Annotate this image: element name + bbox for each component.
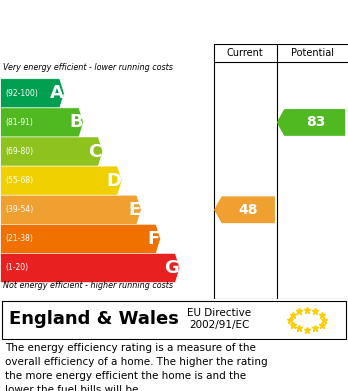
Text: A: A (49, 84, 63, 102)
Polygon shape (214, 196, 275, 223)
Polygon shape (1, 195, 141, 224)
Text: (39-54): (39-54) (5, 205, 33, 214)
Text: (69-80): (69-80) (5, 147, 33, 156)
Polygon shape (1, 79, 64, 108)
Polygon shape (1, 224, 160, 253)
Text: F: F (147, 230, 160, 248)
Text: B: B (69, 113, 82, 131)
Text: England & Wales: England & Wales (9, 310, 179, 328)
Text: (81-91): (81-91) (5, 118, 33, 127)
Text: G: G (164, 259, 179, 277)
Text: EU Directive
2002/91/EC: EU Directive 2002/91/EC (187, 308, 251, 330)
Text: Not energy efficient - higher running costs: Not energy efficient - higher running co… (3, 282, 174, 291)
Text: D: D (106, 172, 121, 190)
Text: (21-38): (21-38) (5, 234, 33, 243)
Text: Current: Current (227, 48, 264, 58)
Polygon shape (1, 253, 180, 283)
Text: Energy Efficiency Rating: Energy Efficiency Rating (9, 9, 238, 27)
Polygon shape (1, 137, 103, 166)
Text: C: C (89, 143, 102, 161)
Text: Very energy efficient - lower running costs: Very energy efficient - lower running co… (3, 63, 173, 72)
Text: 83: 83 (306, 115, 325, 129)
Text: The energy efficiency rating is a measure of the
overall efficiency of a home. T: The energy efficiency rating is a measur… (5, 343, 268, 391)
Text: E: E (128, 201, 140, 219)
Text: (92-100): (92-100) (5, 89, 38, 98)
Text: Potential: Potential (291, 48, 334, 58)
Text: (1-20): (1-20) (5, 264, 28, 273)
Polygon shape (1, 166, 122, 195)
Polygon shape (277, 109, 345, 136)
Text: (55-68): (55-68) (5, 176, 33, 185)
Text: 48: 48 (239, 203, 258, 217)
FancyBboxPatch shape (2, 301, 346, 339)
Polygon shape (1, 108, 84, 137)
